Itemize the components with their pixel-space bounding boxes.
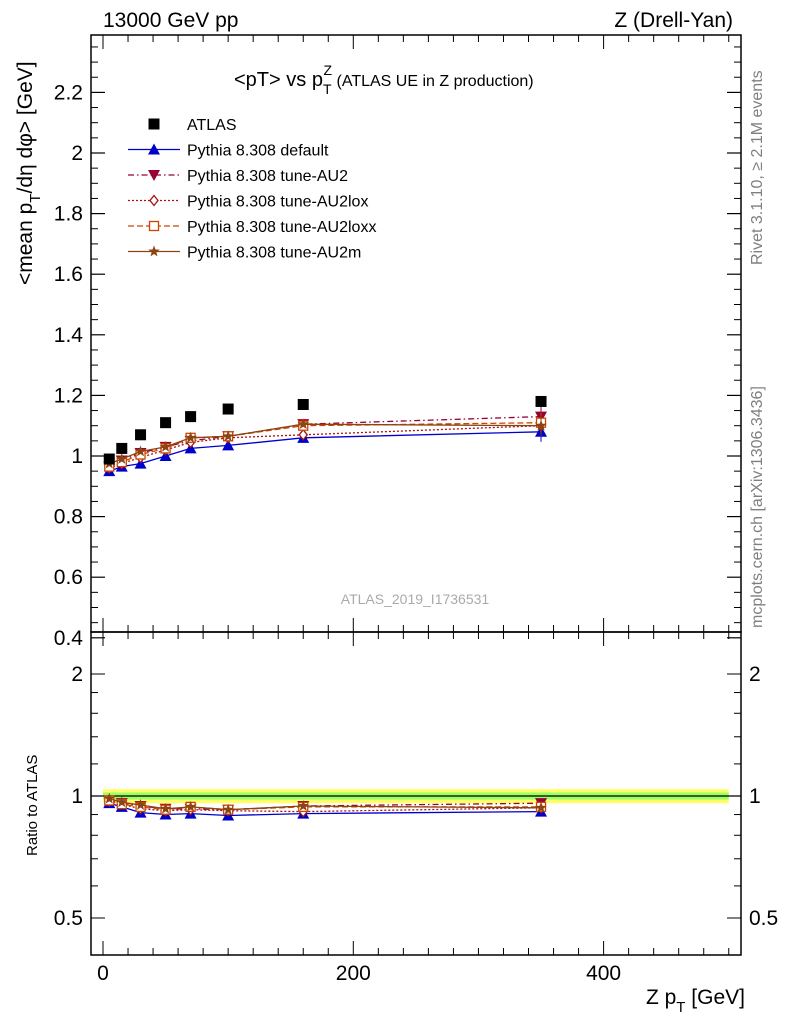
- ratio-data-marks: [103, 792, 548, 821]
- title-main: <pT> vs p: [234, 69, 323, 91]
- xlabel-post: [GeV]: [685, 986, 745, 1009]
- main-plot: 0.40.60.811.21.41.61.822.2 <pT> vs pTZ (…: [14, 34, 742, 650]
- ratio-y-tick-label: 1: [71, 785, 83, 808]
- ylabel-pre: <mean p: [14, 203, 37, 285]
- data-point: [297, 398, 309, 410]
- legend-label: ATLAS: [187, 117, 237, 134]
- y-tick-label: 1.6: [54, 263, 83, 286]
- data-point: [116, 442, 128, 454]
- ratio-series-tune-AU2m: [103, 792, 547, 815]
- series-line: [109, 423, 542, 465]
- series-line: [109, 422, 542, 468]
- y-tick-label: 0.6: [54, 566, 83, 589]
- legend-marker: [148, 143, 160, 155]
- series-point: [116, 453, 128, 464]
- x-tick-label: 200: [336, 962, 371, 985]
- y-tick-label: 1: [71, 445, 83, 468]
- series-ATLAS: [103, 395, 547, 465]
- y-tick-label: 2: [71, 142, 83, 165]
- ratio-plot-frame: [90, 631, 742, 956]
- ratio-point: [159, 802, 172, 814]
- series-point: [222, 430, 234, 442]
- series-tune-AU2: [103, 406, 548, 473]
- xlabel-pre: Z p: [646, 986, 676, 1009]
- y-tick-label: 1.4: [54, 324, 84, 347]
- ratio-point: [184, 800, 197, 812]
- header-left: 13000 GeV pp: [103, 9, 238, 32]
- ratio-y-axis-label: Ratio to ATLAS: [24, 755, 41, 856]
- ratio-y-tick-label-right: 2: [749, 663, 761, 686]
- data-point: [160, 417, 172, 429]
- legend-marker: [148, 220, 160, 232]
- x-axis-label: Z pT [GeV]: [646, 986, 745, 1016]
- series-point: [159, 440, 172, 452]
- ratio-line: [109, 798, 542, 811]
- legend-label: Pythia 8.308 tune-AU2loxx: [187, 219, 376, 236]
- analysis-watermark: ATLAS_2019_I1736531: [341, 591, 490, 607]
- series-point: [535, 419, 547, 431]
- ratio-line: [109, 799, 541, 811]
- series-point: [297, 418, 309, 429]
- rivet-label: Rivet 3.1.10, ≥ 2.1M events: [749, 70, 766, 265]
- ratio-point: [116, 796, 128, 808]
- ratio-point: [297, 800, 309, 811]
- x-tick-label: 0: [97, 962, 109, 985]
- main-plot-title: <pT> vs pTZ (ATLAS UE in Z production): [234, 62, 534, 97]
- legend-label: Pythia 8.308 default: [187, 143, 329, 160]
- ratio-plot: 0.5 0.5 1 1 2 2 0 200 400 Ratio to ATLAS Z pT [G…: [24, 631, 778, 1016]
- main-data-marks: [103, 395, 548, 477]
- xlabel-sub: T: [676, 999, 685, 1016]
- ratio-point: [222, 803, 234, 815]
- legend-marker: [149, 194, 159, 207]
- title-sub: T: [323, 81, 332, 97]
- ratio-y-tick-label: 0.5: [54, 907, 83, 930]
- x-tick-label: 400: [586, 962, 621, 985]
- header-right: Z (Drell-Yan): [614, 9, 733, 32]
- title-rest: (ATLAS UE in Z production): [332, 73, 534, 90]
- y-tick-label: 0.8: [54, 506, 83, 529]
- legend-label: Pythia 8.308 tune-AU2: [187, 168, 348, 185]
- series-line: [109, 431, 542, 472]
- mcplots-label: mcplots.cern.ch [arXiv:1306.3436]: [749, 386, 766, 628]
- y-tick-label: 1.2: [54, 384, 83, 407]
- ratio-y-tick-label-right: 0.5: [749, 907, 778, 930]
- y-tick-label: 0.4: [54, 627, 84, 650]
- y-tick-label: 1.8: [54, 203, 83, 226]
- data-point: [135, 429, 147, 441]
- ratio-point: [134, 799, 147, 810]
- y-tick-label: 2.2: [54, 81, 83, 104]
- legend-label: Pythia 8.308 tune-AU2m: [187, 245, 361, 262]
- legend-marker: [148, 245, 160, 257]
- ylabel-sub: T: [27, 194, 44, 203]
- ratio-y-tick-label-right: 1: [749, 785, 761, 808]
- series-point: [134, 445, 147, 457]
- ratio-axis-ticks: 0.5 0.5 1 1 2 2 0 200 400: [54, 632, 778, 985]
- main-y-axis-label: <mean pT/dη dφ> [GeV]: [14, 61, 44, 285]
- series-point: [298, 428, 309, 441]
- legend-marker: [148, 118, 160, 130]
- data-point: [103, 453, 115, 465]
- legend-label: Pythia 8.308 tune-AU2lox: [187, 194, 368, 211]
- ratio-point: [535, 801, 547, 813]
- series-point: [184, 431, 197, 443]
- legend: ATLAS Pythia 8.308 default Pythia 8.308 tu…: [128, 117, 376, 262]
- data-point: [222, 403, 234, 415]
- main-axis-ticks: 0.4 0.6 0.8 1 1.2 1.4 1.6 1.8 2 2.2: [54, 35, 741, 650]
- legend-marker: [148, 170, 160, 181]
- data-point: [185, 411, 197, 423]
- data-point: [535, 395, 547, 407]
- ratio-y-tick-label: 2: [71, 663, 83, 686]
- ratio-point: [103, 792, 115, 804]
- title-sup: Z: [324, 62, 333, 78]
- series-line: [109, 425, 542, 469]
- ylabel-post: /dη dφ> [GeV]: [14, 61, 37, 193]
- series-point: [222, 439, 235, 451]
- ratio-uncertainty-band: [91, 789, 741, 804]
